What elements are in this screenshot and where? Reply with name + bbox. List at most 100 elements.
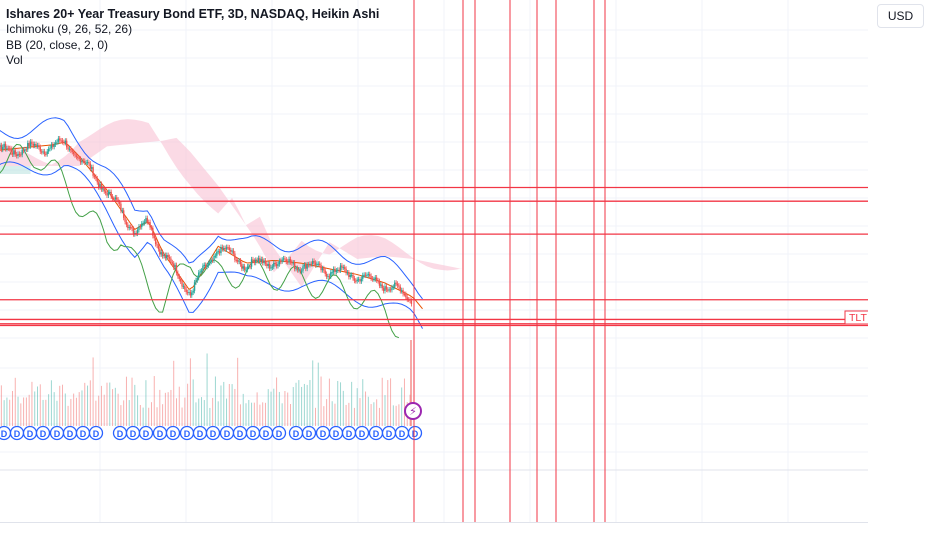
volume-bar <box>11 390 13 426</box>
volume-bar <box>320 376 322 426</box>
candle-body <box>152 228 154 236</box>
candle-body <box>303 264 306 267</box>
candle-body <box>198 272 200 279</box>
volume-bar-spike <box>410 340 412 426</box>
volume-bar <box>256 392 258 426</box>
volume-bar <box>70 398 72 426</box>
volume-bar <box>370 404 372 426</box>
candle-body <box>143 221 146 224</box>
volume-bar <box>309 380 311 426</box>
candle-body <box>0 145 3 150</box>
vol-legend[interactable]: Vol <box>6 53 23 67</box>
candle-body <box>328 276 331 278</box>
volume-bar <box>203 400 205 426</box>
candle-body <box>380 284 382 286</box>
dividend-marker <box>407 425 423 441</box>
candle-body <box>206 265 208 267</box>
candle-body <box>363 274 365 276</box>
candle-body <box>149 222 151 228</box>
volume-bar <box>100 385 102 426</box>
volume-bar <box>78 392 80 426</box>
volume-bar <box>145 380 147 426</box>
candle-body <box>31 141 33 145</box>
volume-bar <box>195 402 197 426</box>
dividend-letter: D <box>346 429 353 439</box>
volume-bar <box>6 397 8 426</box>
candle-body <box>313 260 315 263</box>
ichimoku-legend[interactable]: Ichimoku (9, 26, 52, 26) <box>6 22 133 36</box>
candle-body <box>248 266 250 268</box>
candle-body <box>268 264 271 269</box>
candle-body <box>234 253 236 260</box>
candle-body <box>13 150 15 155</box>
volume-bar <box>220 385 222 426</box>
volume-bar <box>334 403 336 426</box>
candle-body <box>345 268 347 273</box>
level-lines <box>0 186 868 327</box>
price-axis[interactable] <box>868 0 932 520</box>
dividend-letter: D <box>276 429 283 439</box>
candle-body <box>309 263 311 266</box>
candle-body <box>323 268 325 271</box>
candle-body <box>185 289 187 293</box>
volume-bar <box>170 389 172 426</box>
candle-body <box>373 279 375 281</box>
candle-body <box>293 262 296 269</box>
volume-bar <box>401 387 403 426</box>
volume-bar <box>112 389 114 426</box>
candle-body <box>34 144 36 146</box>
dividend-marker <box>271 425 287 441</box>
bb-legend[interactable]: BB (20, close, 2, 0) <box>6 37 109 52</box>
volume-bar <box>48 394 50 426</box>
candle-body <box>22 149 25 151</box>
volume-bar <box>114 387 116 426</box>
candle-body <box>285 259 288 262</box>
candle-body <box>111 196 114 199</box>
volume-bar <box>176 398 177 426</box>
candle-body <box>214 255 217 257</box>
dividend-letter: D <box>306 429 313 439</box>
cloud-area <box>0 119 462 288</box>
candle-body <box>221 247 224 250</box>
symbol-title[interactable]: Ishares 20+ Year Treasury Bond ETF, 3D, … <box>6 7 380 21</box>
candle-body <box>184 285 186 290</box>
candle-body <box>161 252 164 257</box>
volume-bar <box>189 358 191 426</box>
time-axis[interactable] <box>0 522 868 551</box>
candle-body <box>95 176 97 179</box>
currency-button[interactable]: USD <box>877 4 924 28</box>
volume-bar <box>226 398 228 426</box>
volume-bar <box>267 389 269 426</box>
volume-bar <box>248 399 250 426</box>
candle-body <box>349 275 351 277</box>
volume-bar <box>262 402 264 426</box>
candle-body <box>11 152 14 155</box>
candle-body <box>367 274 370 276</box>
dividend-letter: D <box>320 429 327 439</box>
volume-bar <box>251 402 253 426</box>
candle-body <box>338 269 340 271</box>
volume-bar <box>356 388 358 426</box>
candle-body <box>332 268 335 273</box>
candle-body <box>374 277 376 280</box>
candle-body <box>209 261 211 264</box>
candle-body <box>182 285 185 287</box>
candle-body <box>337 269 339 271</box>
volume-bar <box>278 391 280 426</box>
candle-body <box>74 153 76 156</box>
volume-bar <box>62 384 64 426</box>
volume-bar <box>106 382 108 426</box>
candle-body <box>362 275 364 279</box>
volume-bar <box>3 400 5 426</box>
volume-bar <box>295 382 297 426</box>
candle-body <box>122 210 125 218</box>
volume-bar <box>84 382 86 426</box>
volume-bar <box>231 384 233 426</box>
volume-bar <box>198 398 200 426</box>
volume-bar <box>351 381 353 426</box>
candle-body <box>104 191 107 193</box>
lightning-icon[interactable]: ⚡ <box>404 402 422 420</box>
candle-body <box>352 274 354 279</box>
candle-body <box>120 203 122 211</box>
